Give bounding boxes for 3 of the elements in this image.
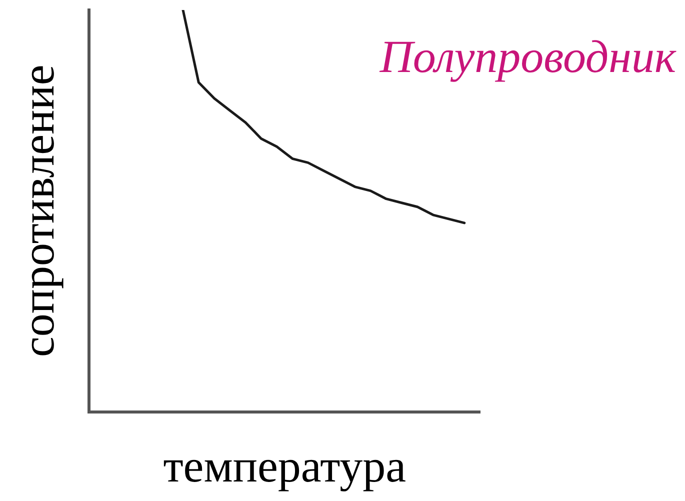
y-axis-title: сопротивление (12, 64, 64, 358)
x-axis-title: температура (163, 440, 406, 492)
annotation: Полупроводник (378, 31, 676, 82)
